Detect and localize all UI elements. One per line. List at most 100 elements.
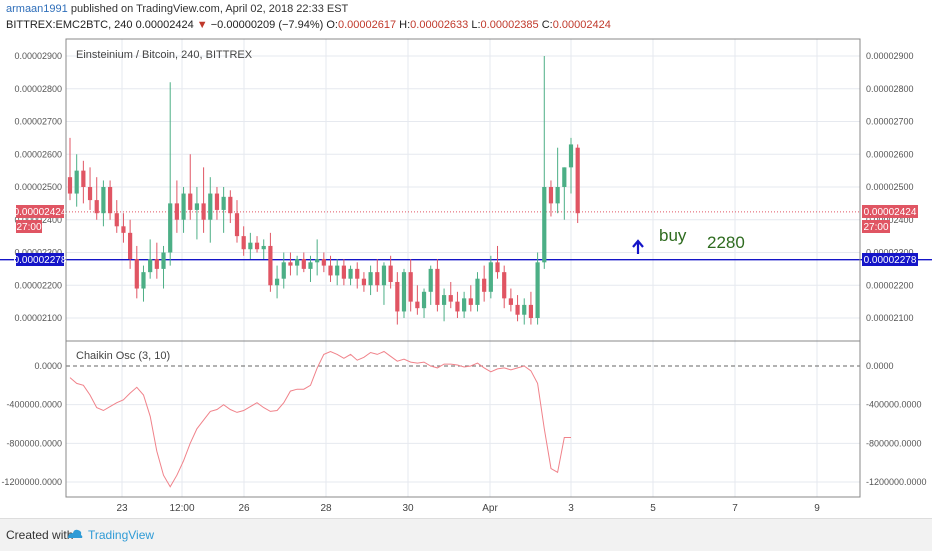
candle-body xyxy=(174,203,179,220)
candle-body xyxy=(315,259,320,263)
candle-body xyxy=(341,265,346,279)
time-tick-label: 5 xyxy=(650,503,656,514)
countdown-tag-left-text: 27:00 xyxy=(16,222,41,233)
osc-tick-label-left: -1200000.0000 xyxy=(1,477,62,487)
price-tick-label-left: 0.00002900 xyxy=(14,51,62,61)
candle-body xyxy=(221,196,226,210)
candle-body xyxy=(575,147,580,214)
tradingview-logo-icon xyxy=(68,529,83,538)
candle-body xyxy=(295,259,300,266)
candle-body xyxy=(128,232,133,260)
tradingview-brand-link[interactable]: TradingView xyxy=(88,528,155,542)
candle-body xyxy=(67,177,73,194)
candle-body xyxy=(482,278,487,292)
candle-body xyxy=(241,236,246,250)
time-tick-label: 3 xyxy=(568,503,574,514)
countdown-tag-right xyxy=(862,220,890,233)
time-tick-label: 23 xyxy=(116,503,128,514)
time-tick-label: Apr xyxy=(482,503,498,514)
price-tick-label-right: 0.00002300 xyxy=(866,248,914,258)
countdown-tag-left xyxy=(16,220,42,233)
open-value: 0.00002617 xyxy=(337,19,397,31)
price-tick-label-right: 0.00002200 xyxy=(866,280,914,290)
candle-body xyxy=(328,265,333,276)
price-tick-label-right: 0.00002400 xyxy=(866,215,914,225)
candle-body xyxy=(355,268,360,279)
candle-body xyxy=(194,203,200,210)
candle-body xyxy=(488,262,493,292)
candle-body xyxy=(321,259,326,266)
candle-body xyxy=(508,298,513,305)
candle-body xyxy=(161,252,166,269)
price-pane-frame xyxy=(65,38,861,342)
price-tick-label-left: 0.00002600 xyxy=(14,149,62,159)
candle-body xyxy=(415,301,420,309)
candle-body xyxy=(94,200,99,214)
candle-body xyxy=(188,193,193,210)
candle-body xyxy=(381,265,387,286)
candle-body xyxy=(515,304,520,315)
oscillator-pane-frame xyxy=(65,340,861,498)
candle-body xyxy=(101,187,106,214)
candle-body xyxy=(87,187,93,201)
candle-body xyxy=(228,196,233,214)
osc-tick-label-right: -400000.0000 xyxy=(866,400,922,410)
candle-body xyxy=(214,193,220,210)
candle-body xyxy=(201,203,206,220)
price-change: −0.00000209 (−7.94%) xyxy=(210,19,324,31)
osc-tick-label-left: 0.0000 xyxy=(34,361,62,371)
price-tick-label-left: 0.00002700 xyxy=(14,117,62,127)
up-arrow-icon[interactable] xyxy=(632,239,644,254)
open-label: O: xyxy=(326,19,338,31)
candle-body xyxy=(301,259,306,269)
price-annotation[interactable]: 2280 xyxy=(707,233,745,252)
candle-body xyxy=(254,242,260,250)
candle-body xyxy=(535,262,540,318)
candle-body xyxy=(421,291,427,309)
candle-body xyxy=(361,278,367,286)
candle-body xyxy=(141,272,146,289)
chaikin-oscillator-line xyxy=(69,350,571,488)
candle-body xyxy=(401,272,407,312)
last-price-tag-right-text: 0.00002424 xyxy=(864,207,917,218)
osc-tick-label-right: -800000.0000 xyxy=(866,438,922,448)
candle-body xyxy=(234,213,240,237)
published-text: published on TradingView.com, April 02, … xyxy=(67,3,349,15)
candle-body xyxy=(335,265,340,276)
price-tick-label-right: 0.00002900 xyxy=(866,51,914,61)
symbol-label: BITTREX:EMC2BTC, 240 xyxy=(6,19,133,31)
candle-body xyxy=(395,281,400,312)
candle-body xyxy=(542,187,547,263)
candle-body xyxy=(107,187,113,214)
price-tick-label-left: 0.00002500 xyxy=(14,182,62,192)
author-link[interactable]: armaan1991 xyxy=(6,3,68,15)
time-tick-label: 30 xyxy=(402,503,414,514)
candle-body xyxy=(408,272,413,302)
price-tick-label-left: 0.00002300 xyxy=(14,248,62,258)
osc-tick-label-right: -1200000.0000 xyxy=(866,477,927,487)
chart-canvas[interactable]: 0.00002100 0.00002100 0.00002200 0.00002200… xyxy=(0,0,932,518)
buy-annotation[interactable]: buy xyxy=(659,226,687,245)
close-value: 0.00002424 xyxy=(552,19,611,31)
candle-body xyxy=(568,144,574,168)
candle-body xyxy=(548,187,554,204)
time-tick-label: 26 xyxy=(238,503,250,514)
candle-body xyxy=(502,272,507,299)
candle-body xyxy=(448,295,453,302)
price-tick-label-right: 0.00002700 xyxy=(866,117,914,127)
ohlc-header: BITTREX:EMC2BTC, 240 0.00002424 ▼ −0.000… xyxy=(6,19,611,31)
price-tick-label-left: 0.00002100 xyxy=(14,313,62,323)
candle-body xyxy=(308,262,313,269)
candle-body xyxy=(368,272,373,286)
candle-body xyxy=(468,298,473,305)
low-label: L: xyxy=(471,19,481,31)
candle-body xyxy=(134,259,139,289)
hline-tag-right xyxy=(862,253,918,266)
price-tick-label-left: 0.00002800 xyxy=(14,84,62,94)
hline-tag-right-text: 0.00002278 xyxy=(864,255,917,266)
candle-body xyxy=(81,170,86,187)
osc-tick-label-left: -400000.0000 xyxy=(6,400,62,410)
footer: Created with TradingView xyxy=(0,518,932,551)
last-price-tag-left xyxy=(16,205,64,218)
candle-body xyxy=(121,226,126,233)
